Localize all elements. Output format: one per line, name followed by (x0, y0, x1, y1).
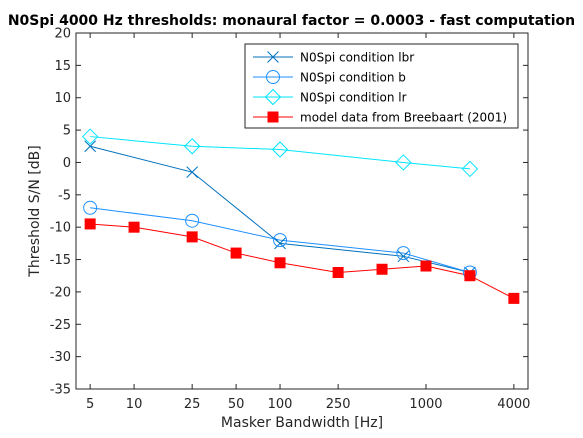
x-tick-label: 1000 (409, 397, 442, 412)
data-point (83, 200, 98, 215)
data-point (273, 233, 288, 248)
legend-marker (264, 88, 282, 106)
y-tick-label: -5 (58, 188, 71, 203)
series-line-1 (90, 207, 471, 273)
y-tick-label: -20 (50, 285, 71, 300)
legend-label: N0Spi condition b (300, 71, 406, 85)
legend-label: N0Spi condition lbr (300, 51, 414, 65)
data-point (84, 140, 96, 153)
data-point (332, 266, 344, 278)
data-point (186, 231, 198, 243)
y-tick-label: -10 (50, 221, 71, 236)
y-tick-label: 15 (54, 59, 71, 74)
x-tick-label: 10 (126, 397, 143, 412)
data-point (185, 213, 200, 228)
data-point (186, 166, 199, 179)
data-point (274, 237, 286, 250)
y-tick-label: -35 (50, 383, 71, 398)
y-axis-label: Threshold S/N [dB] (27, 145, 43, 277)
y-tick-label: 5 (63, 124, 71, 139)
data-point (464, 270, 476, 282)
x-tick-label: 25 (184, 397, 201, 412)
x-tick-label: 5 (86, 397, 94, 412)
data-point (81, 128, 99, 145)
data-point (271, 141, 289, 158)
legend-marker (267, 51, 279, 63)
legend-label: N0Spi condition lr (300, 91, 407, 105)
data-point (420, 260, 432, 272)
series-line-3 (90, 223, 515, 299)
series-markers (81, 128, 520, 304)
legend-label: model data from Breebaart (2001) (300, 111, 507, 125)
y-tick-label: -30 (50, 350, 71, 365)
legend-item: model data from Breebaart (2001) (253, 111, 507, 125)
data-point (376, 263, 388, 275)
legend-box (244, 43, 519, 129)
data-point (128, 221, 140, 233)
data-point (274, 257, 286, 269)
y-tick-label: 20 (54, 27, 71, 42)
series-line-2 (90, 136, 470, 170)
x-tick-label: 250 (326, 397, 351, 412)
x-axis-label: Masker Bandwidth [Hz] (221, 415, 383, 431)
legend-item: N0Spi condition lr (253, 88, 407, 106)
legend-item: N0Spi condition lbr (253, 51, 414, 65)
y-tick-label: 10 (54, 91, 71, 106)
y-tick-label: -15 (50, 253, 71, 268)
axis-ticks: 5 10 25 50 100 250 1000 4000-35-30-25-20-15-10-… (50, 27, 531, 413)
data-point (84, 218, 96, 230)
data-point (230, 247, 242, 259)
x-tick-label: 50 (228, 397, 245, 412)
data-point (183, 138, 201, 155)
legend: N0Spi condition lbr N0Spi condition b N0Sp… (244, 43, 519, 129)
y-tick-label: -25 (50, 318, 71, 333)
x-tick-label: 4000 (497, 397, 530, 412)
x-tick-label: 100 (268, 397, 293, 412)
y-tick-label: 0 (63, 156, 71, 171)
data-point (396, 246, 411, 261)
data-point (461, 160, 479, 178)
legend-marker (266, 70, 280, 84)
legend-item: N0Spi condition b (253, 70, 406, 85)
chart-title: N0Spi 4000 Hz thresholds: monaural facto… (8, 13, 575, 29)
data-point (397, 250, 410, 263)
data-point (395, 154, 412, 171)
legend-marker (267, 111, 279, 123)
data-point (508, 292, 520, 304)
